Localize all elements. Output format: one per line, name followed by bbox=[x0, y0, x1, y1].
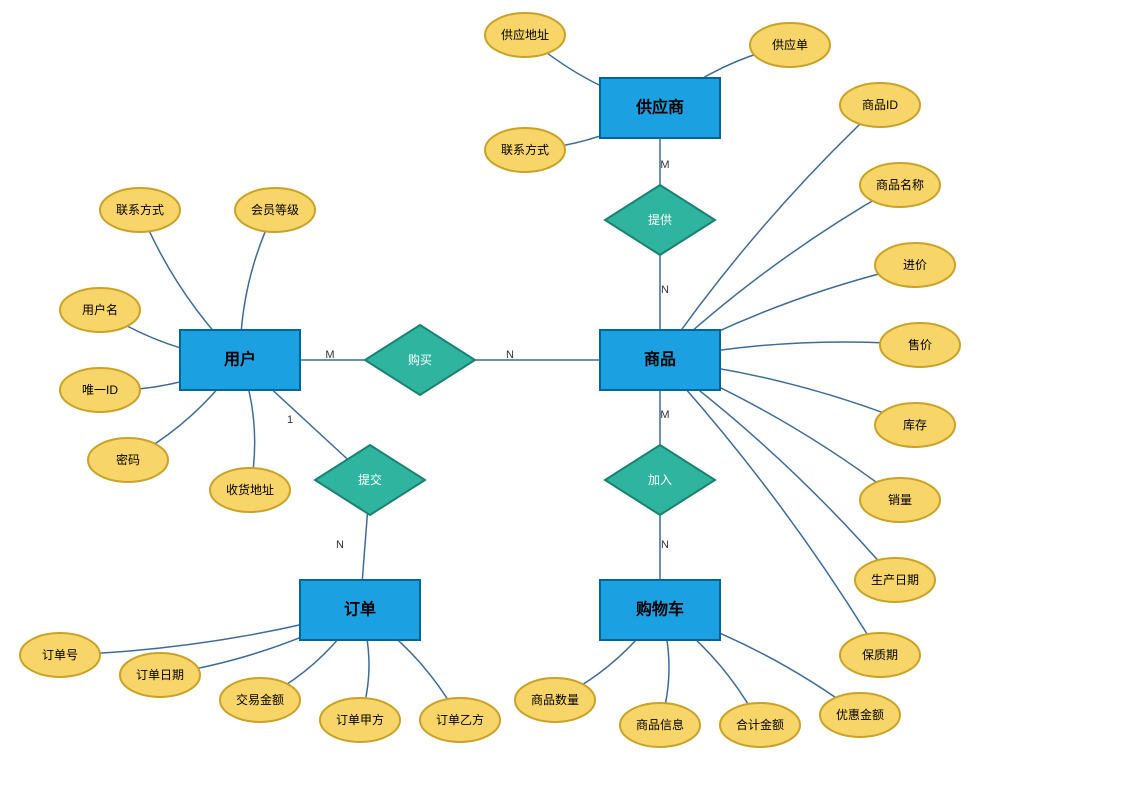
attribute-label: 商品数量 bbox=[531, 692, 579, 707]
attribute-label: 密码 bbox=[116, 452, 140, 467]
attribute-label: 交易金额 bbox=[236, 692, 284, 707]
attribute-label: 订单甲方 bbox=[336, 712, 384, 727]
cardinality-label: M bbox=[325, 349, 334, 361]
attribute-label: 订单日期 bbox=[136, 668, 184, 682]
attribute-label: 商品ID bbox=[862, 97, 898, 112]
er-diagram: MNMN1NMN用户商品供应商订单购物车购买提供提交加入联系方式会员等级用户名唯… bbox=[0, 0, 1123, 794]
relationship-label: 提交 bbox=[358, 472, 382, 487]
attribute-label: 会员等级 bbox=[251, 203, 299, 217]
attribute-label: 供应地址 bbox=[501, 27, 549, 42]
cardinality-label: M bbox=[660, 409, 669, 421]
attribute-label: 商品名称 bbox=[876, 177, 924, 192]
attribute-label: 订单乙方 bbox=[436, 712, 484, 727]
cardinality-label: 1 bbox=[287, 414, 293, 426]
attribute-label: 保质期 bbox=[862, 648, 898, 662]
entity-label: 供应商 bbox=[635, 98, 684, 117]
attribute-label: 供应单 bbox=[772, 37, 808, 52]
entity-label: 购物车 bbox=[636, 600, 684, 619]
attribute-label: 库存 bbox=[903, 417, 927, 432]
attribute-label: 售价 bbox=[908, 337, 932, 352]
cardinality-label: N bbox=[661, 284, 669, 296]
nodes-layer: 用户商品供应商订单购物车购买提供提交加入联系方式会员等级用户名唯一ID密码收货地… bbox=[20, 13, 960, 747]
cardinality-label: N bbox=[661, 539, 669, 551]
entity-label: 商品 bbox=[644, 350, 676, 369]
relationship-label: 购买 bbox=[408, 352, 432, 367]
attribute-label: 唯一ID bbox=[82, 383, 118, 397]
attribute-label: 合计金额 bbox=[736, 717, 784, 732]
attribute-label: 联系方式 bbox=[116, 202, 164, 217]
attribute-label: 用户名 bbox=[82, 302, 118, 317]
attribute-label: 订单号 bbox=[42, 648, 78, 662]
cardinality-label: M bbox=[660, 159, 669, 171]
attribute-label: 生产日期 bbox=[871, 573, 919, 587]
attribute-label: 优惠金额 bbox=[836, 707, 884, 722]
attribute-label: 收货地址 bbox=[226, 482, 274, 497]
relationship-label: 提供 bbox=[648, 212, 672, 227]
attribute-label: 联系方式 bbox=[501, 142, 549, 157]
cardinality-label: N bbox=[336, 539, 344, 551]
cardinality-label: N bbox=[506, 349, 514, 361]
attribute-label: 进价 bbox=[903, 258, 927, 272]
attribute-label: 商品信息 bbox=[636, 717, 684, 732]
attribute-label: 销量 bbox=[888, 493, 912, 507]
entity-label: 订单 bbox=[344, 600, 376, 619]
relationship-label: 加入 bbox=[648, 473, 672, 487]
entity-label: 用户 bbox=[224, 350, 256, 369]
